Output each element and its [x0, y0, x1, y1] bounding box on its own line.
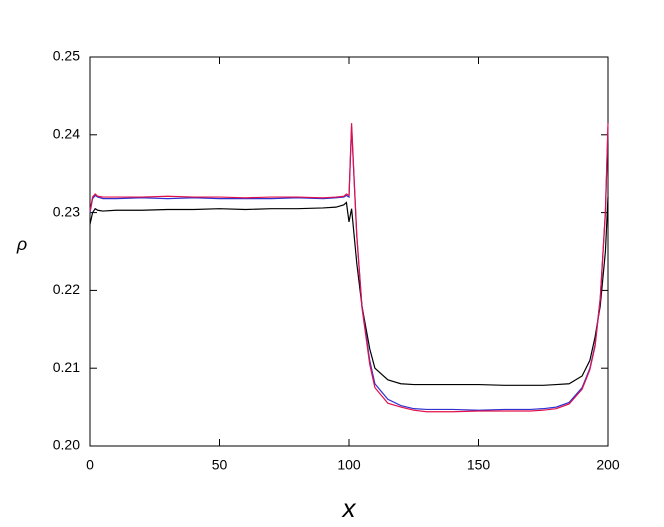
y-axis-label: ρ: [16, 234, 27, 254]
x-tick-label: 150: [467, 457, 491, 473]
plot-frame: [89, 56, 609, 447]
x-tick-label: 200: [596, 457, 620, 473]
y-tick-label: 0.25: [53, 48, 80, 64]
y-tick-label: 0.21: [53, 359, 80, 375]
x-axis-label: x: [341, 493, 357, 523]
y-tick-label: 0.23: [53, 203, 80, 219]
y-tick-label: 0.24: [53, 126, 80, 142]
x-tick-label: 100: [337, 457, 361, 473]
y-tick-label: 0.20: [53, 437, 80, 453]
x-tick-label: 0: [86, 457, 94, 473]
data-line: [89, 197, 609, 386]
data-line: [89, 126, 609, 411]
x-tick-label: 50: [212, 457, 228, 473]
y-tick-label: 0.22: [53, 281, 80, 297]
data-line: [89, 123, 609, 413]
